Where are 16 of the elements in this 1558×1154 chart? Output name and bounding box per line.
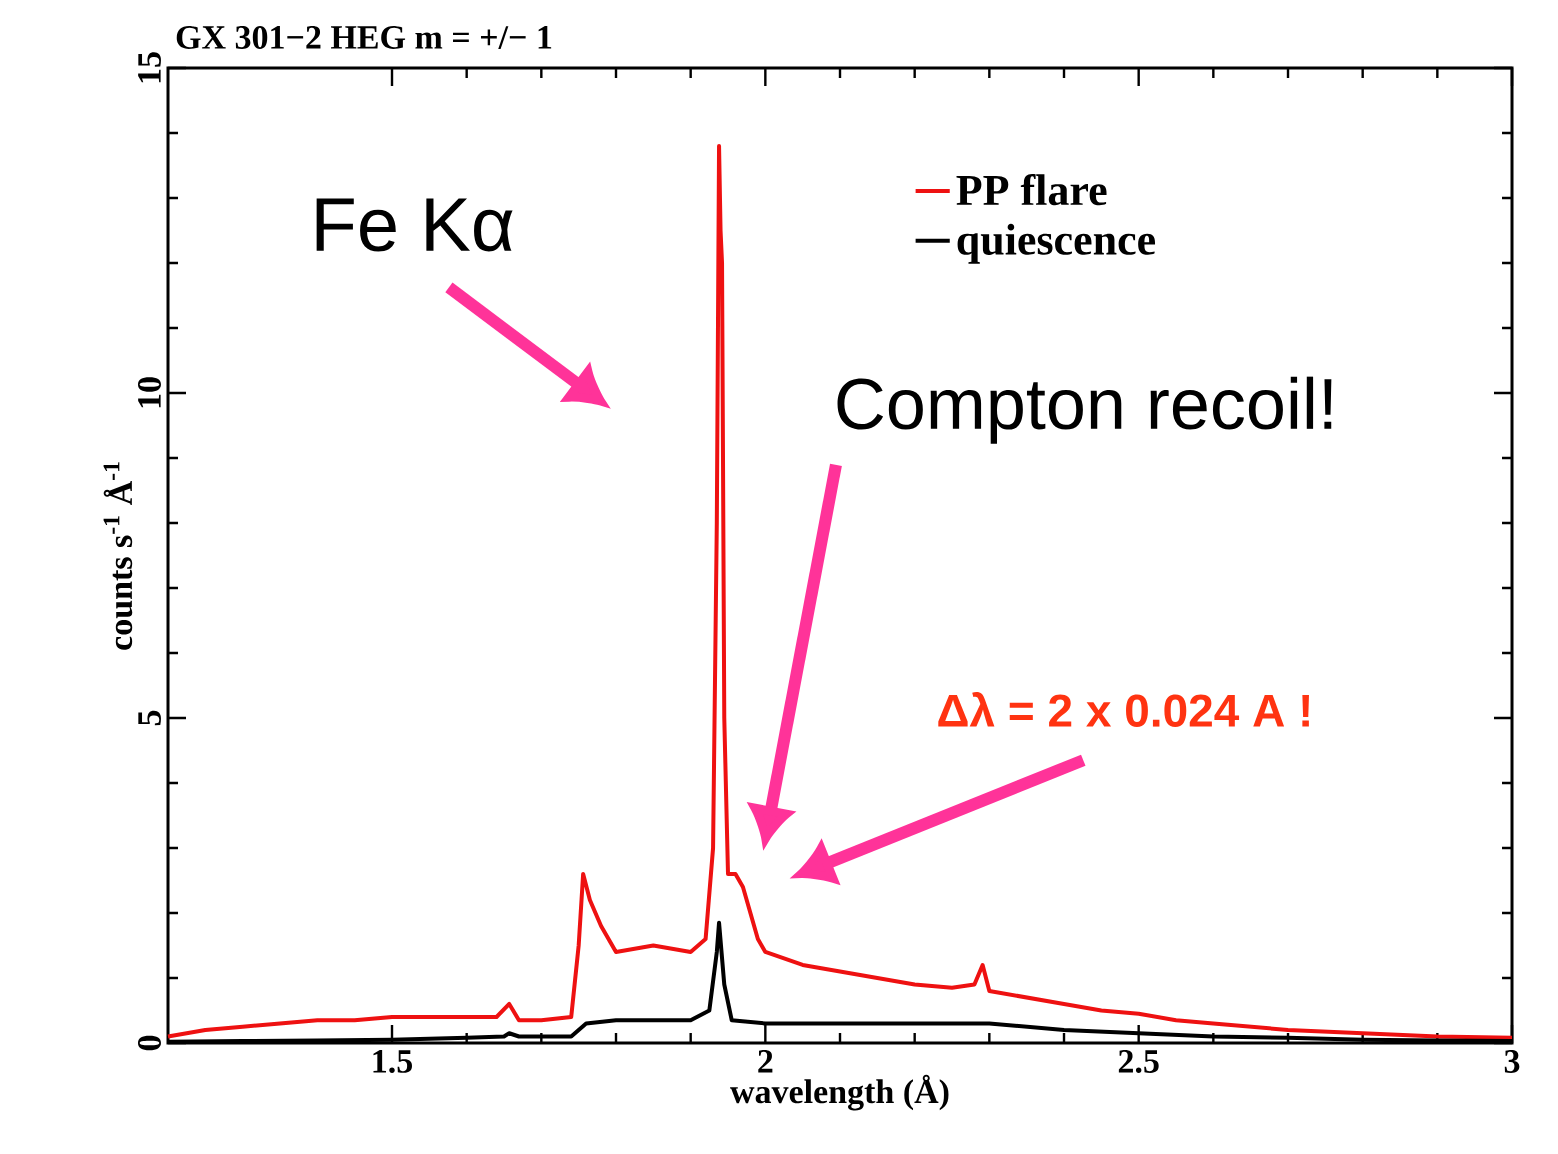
annotation: Compton recoil! bbox=[837, 376, 1332, 444]
annotation: Δλ = 2 x 0.024 A ! bbox=[938, 692, 1309, 728]
x-tick-label: 1.5 bbox=[373, 1050, 412, 1073]
y-tick-label: 5 bbox=[138, 710, 161, 726]
x-axis-title: wavelength (Å) bbox=[730, 1074, 949, 1111]
y-axis-title: counts s$^{-1}$ Å$^{-1}$ bbox=[103, 462, 133, 650]
x-tick-label: 2.5 bbox=[1118, 1050, 1159, 1074]
x-tick-label: 3 bbox=[1504, 1050, 1520, 1073]
y-tick-label: 15 bbox=[138, 52, 161, 83]
y-tick-label: 0 bbox=[137, 1035, 161, 1051]
legend-label: PP flare bbox=[956, 173, 1107, 206]
annotation: Fe Kα bbox=[316, 198, 513, 252]
y-tick-label: 10 bbox=[137, 377, 161, 408]
chart-title: GX 301−2 HEG m = +/− 1 bbox=[176, 25, 552, 49]
legend-label: quiescence bbox=[957, 223, 1156, 264]
x-tick-label: 2 bbox=[758, 1050, 773, 1073]
